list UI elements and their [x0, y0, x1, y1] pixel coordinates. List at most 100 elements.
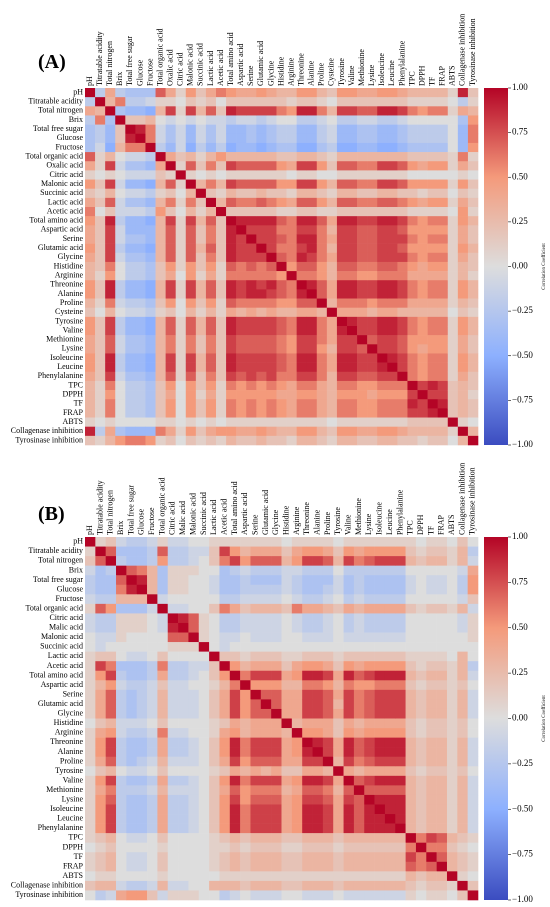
cell: [286, 133, 297, 144]
cell: [306, 188, 318, 199]
cell: [167, 756, 179, 767]
cell: [426, 556, 437, 566]
cell: [377, 207, 388, 217]
cell: [271, 861, 282, 872]
cell: [250, 871, 262, 882]
cell: [135, 362, 146, 373]
cell: [175, 115, 187, 125]
cell: [457, 88, 469, 98]
row-label: Citric acid: [49, 613, 83, 622]
cell: [236, 216, 247, 226]
cell: [266, 225, 277, 235]
cell: [240, 823, 251, 834]
cell: [427, 380, 438, 391]
cell: [326, 161, 338, 171]
row-label: Glycine: [58, 709, 84, 718]
cell: [136, 689, 148, 700]
cell: [281, 833, 293, 843]
cell: [343, 804, 355, 815]
cell: [427, 88, 438, 98]
cell: [271, 689, 282, 700]
cell: [446, 766, 458, 777]
cell: [266, 161, 277, 171]
cell: [126, 852, 138, 863]
cell: [322, 689, 334, 700]
cell: [95, 399, 106, 409]
cell: [407, 344, 418, 354]
cell: [457, 880, 468, 891]
cell: [85, 603, 96, 614]
cell: [437, 179, 449, 189]
cell: [95, 197, 106, 208]
cell: [167, 737, 179, 748]
cell: [415, 689, 427, 700]
cell: [145, 133, 156, 144]
row-label: Brix: [69, 115, 83, 124]
cell: [126, 565, 138, 576]
cell: [415, 661, 427, 672]
cell: [276, 417, 287, 427]
cell: [374, 871, 386, 882]
cell: [95, 426, 106, 437]
cell: [229, 861, 241, 872]
cell: [415, 680, 427, 691]
cell: [417, 261, 428, 272]
cell: [306, 124, 318, 135]
cell: [250, 661, 262, 672]
cell: [271, 651, 282, 662]
cell: [427, 197, 438, 208]
cell: [436, 814, 448, 824]
cell: [195, 353, 207, 363]
cell: [395, 852, 406, 863]
cell: [343, 823, 355, 834]
cell: [291, 842, 303, 853]
cell: [364, 537, 375, 547]
cell: [216, 371, 227, 382]
cell: [306, 399, 318, 409]
cell: [457, 316, 469, 327]
cell: [447, 170, 459, 180]
cell: [185, 207, 197, 217]
cell: [209, 842, 220, 853]
cell: [250, 823, 262, 834]
cell: [336, 390, 348, 400]
cell: [357, 335, 368, 345]
cell: [276, 271, 287, 281]
cell: [457, 766, 468, 777]
cell: [446, 537, 458, 547]
cell: [145, 298, 156, 308]
cell: [256, 133, 267, 144]
cell: [374, 632, 386, 643]
cell: [145, 380, 156, 391]
cell: [457, 632, 468, 643]
cell: [281, 603, 293, 614]
cell: [116, 814, 127, 824]
cell: [236, 115, 247, 125]
cell: [105, 152, 116, 162]
cell: [135, 399, 146, 409]
cell: [195, 179, 207, 189]
cell: [125, 371, 136, 382]
cell: [343, 718, 355, 729]
cell: [178, 594, 189, 605]
cell: [286, 207, 297, 217]
column-label: Fructose: [145, 58, 154, 86]
cell: [357, 316, 368, 327]
cell: [185, 225, 197, 235]
cell: [185, 280, 197, 290]
cell: [250, 708, 262, 719]
cell: [195, 271, 207, 281]
cell: [306, 344, 318, 354]
cell: [276, 252, 287, 263]
cell: [322, 890, 334, 901]
cell: [136, 852, 148, 863]
cell: [405, 833, 417, 843]
cell: [467, 380, 479, 391]
cell: [266, 142, 277, 153]
cell: [229, 880, 241, 891]
cell: [105, 316, 116, 327]
cell: [336, 188, 348, 199]
cell: [457, 775, 468, 786]
cell: [256, 435, 267, 446]
cell: [205, 316, 217, 327]
